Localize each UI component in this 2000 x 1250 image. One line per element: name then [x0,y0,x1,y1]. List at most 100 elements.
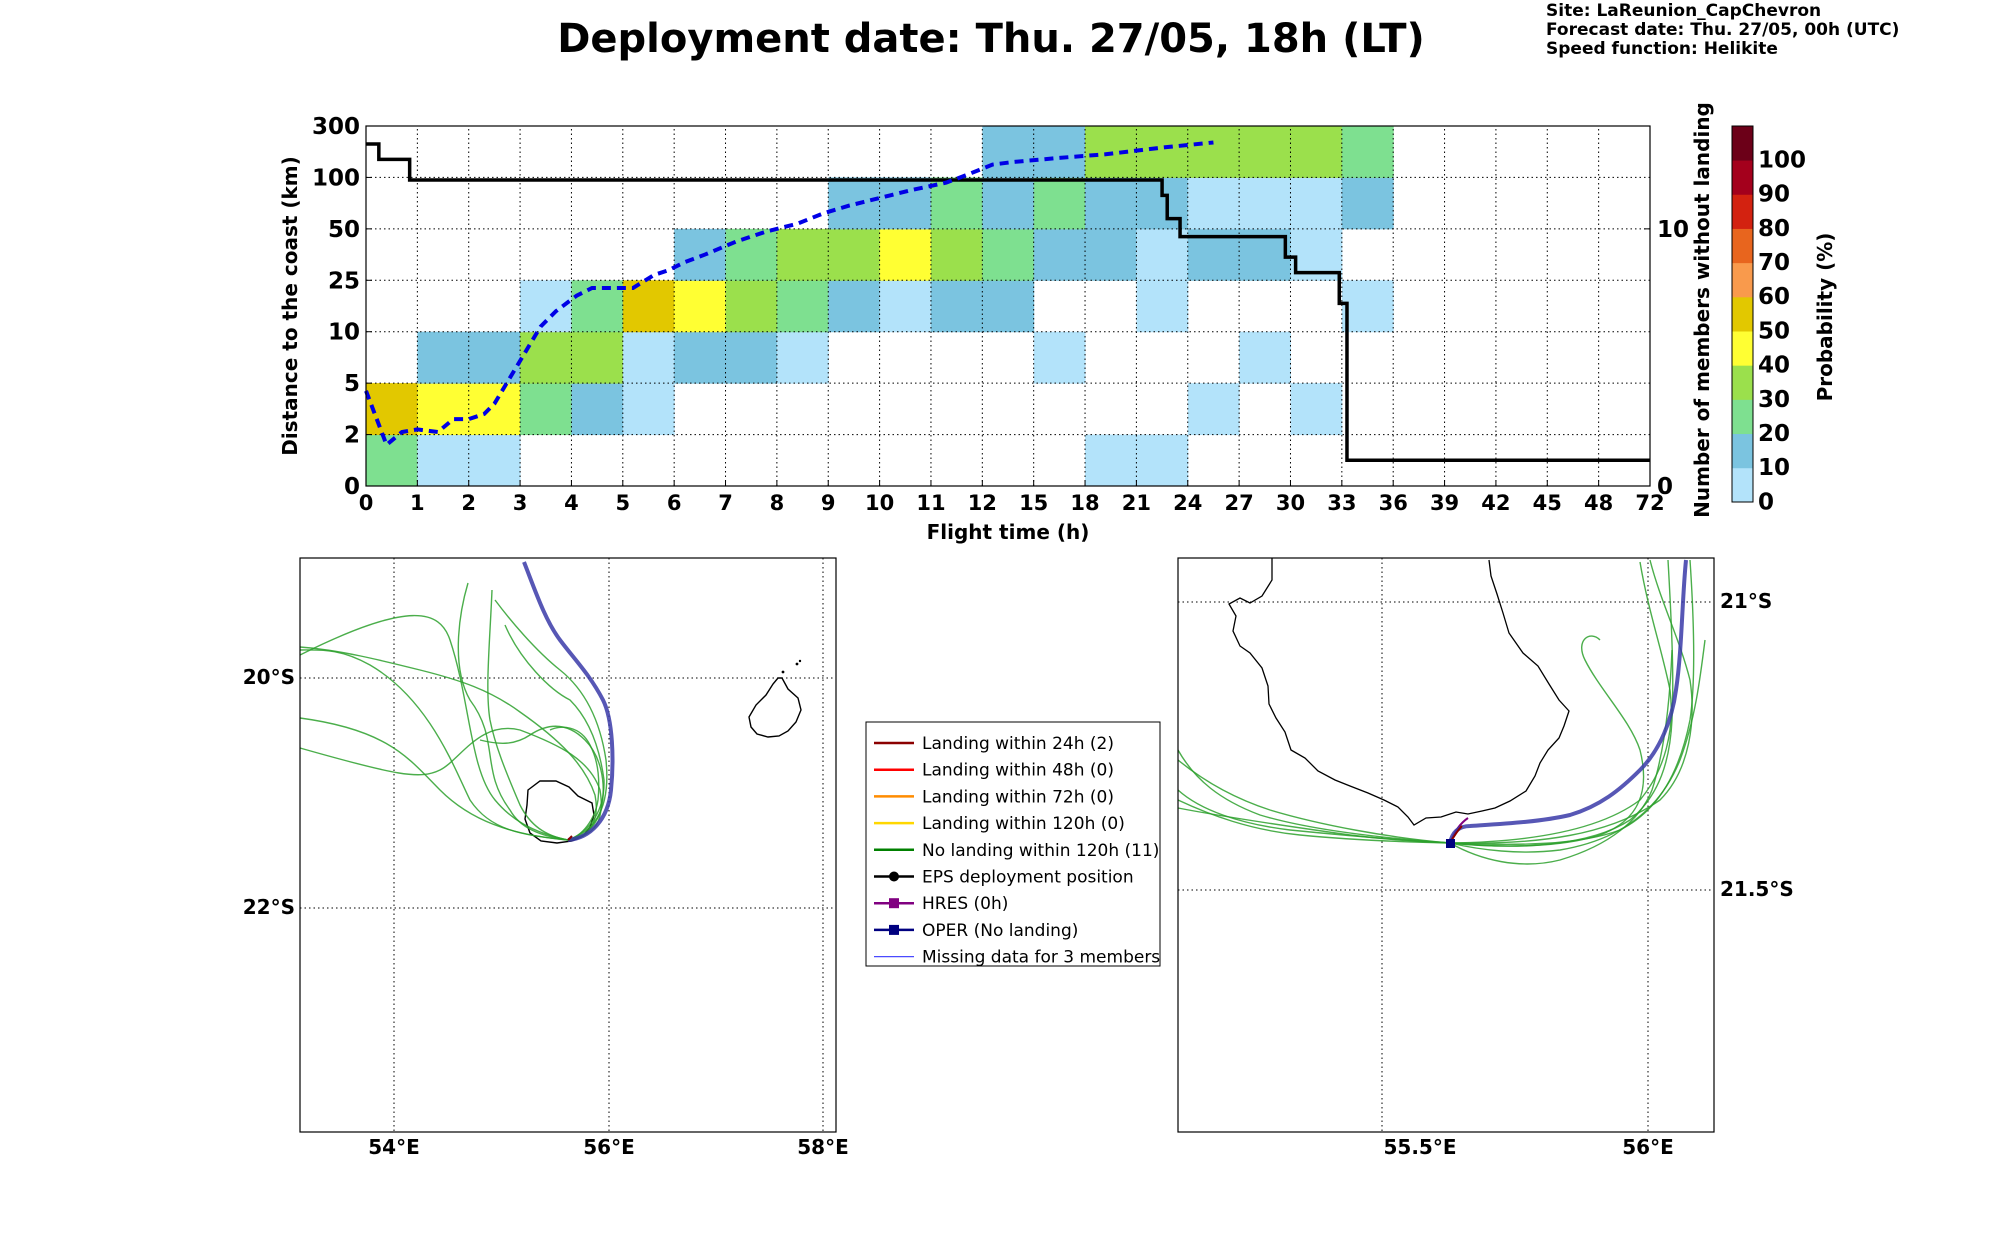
y-tick-label: 2 [344,423,360,449]
x-tick-label: 72 [1635,491,1664,515]
colorbar-swatch [1732,331,1753,366]
colorbar-swatch [1732,399,1753,435]
heatmap-cell [776,331,829,384]
heatmap-cell [1033,331,1086,384]
oper-deployment-marker [1446,839,1455,848]
site-name: Site: LaReunion_CapChevron [1546,1,1822,21]
x-tick-label: 9 [821,491,836,515]
legend-label: Landing within 48h (0) [922,761,1114,781]
x-tick-label: 30 [1276,491,1305,515]
heatmap-cell [468,383,521,436]
y-axis-label: Distance to the coast (km) [278,156,302,456]
map-zoom-grid [1178,558,1714,1132]
heatmap-cell [1341,280,1394,333]
map-zoom-frame [1177,557,1715,1133]
y-tick-label: 50 [328,217,360,243]
heatmap-cell [725,331,778,384]
legend-label: Landing within 120h (0) [922,814,1125,834]
site-info: Site: LaReunion_CapChevron Forecast date… [1546,2,1899,59]
x-tick-label: 8 [770,491,785,515]
heatmap-cell [1085,177,1137,230]
legend-label: EPS deployment position [922,868,1134,888]
y-tick-label: 100 [312,165,360,191]
member-trajectory [299,727,602,841]
x-tick-label: 10 [865,491,894,515]
heatmap-cell [1033,228,1086,281]
colorbar-swatch [1732,262,1753,298]
x-tick-label: 11 [916,491,945,515]
y-tick-label: 300 [312,114,360,140]
heatmap-cell [1136,434,1189,487]
colorbar-swatch [1732,467,1753,503]
y2-tick-label: 0 [1657,474,1673,500]
x-tick-label: 39 [1430,491,1459,515]
heatmap-cell [879,280,932,333]
heatmap-cell [366,434,418,487]
heatmap-cell [1085,228,1137,281]
x-tick-label: 45 [1533,491,1562,515]
colorbar-swatch [1732,160,1753,195]
x-tick-label: 0 [359,491,374,515]
speed-function: Speed function: Helikite [1546,39,1778,59]
heatmap-lines [364,140,1650,463]
map-wide-grid [300,558,836,1132]
heatmap-cell [622,280,675,333]
colorbar-tick-label: 10 [1758,455,1790,481]
colorbar-tick-label: 0 [1758,489,1774,515]
legend-marker [889,924,899,935]
heatmap-cell [725,228,778,281]
map-zoom-tick-21s: 21°S [1720,589,1772,613]
colorbar-tick-label: 70 [1758,250,1790,276]
heatmap-cell [879,228,932,281]
map-wide-tick-20s: 20°S [243,665,295,689]
heatmap-frame [365,125,1651,487]
heatmap-cells [366,126,1394,487]
heatmap-grid [366,126,1650,486]
colorbar: 0 10 20 30 40 50 60 70 80 90 100 [1731,125,1806,515]
map-wide-tick-22s: 22°S [243,895,295,919]
heatmap-cell [930,177,983,230]
colorbar-tick-label: 90 [1758,182,1790,208]
landing-trajectory [567,835,573,841]
heatmap-cell [1187,383,1240,436]
heatmap-cell [828,228,881,281]
colorbar-swatch [1732,228,1753,264]
heatmap-cell [1187,177,1240,230]
colorbar-label: Probability (%) [1813,233,1837,402]
colorbar-frame [1731,125,1754,503]
x-tick-label: 6 [667,491,682,515]
legend-marker [889,871,899,882]
heatmap-cell [1239,126,1291,178]
map-zoom: 55.5°E 56°E 21°S 21.5°S [1177,557,1794,1159]
heatmap-cell [776,228,829,281]
y-tick-label: 10 [328,320,360,346]
member-trajectory [487,589,569,841]
heatmap-cell [1085,434,1137,487]
heatmap-cell [417,434,470,487]
x-tick-label: 21 [1122,491,1151,515]
map-zoom-tick-56e: 56°E [1622,1135,1674,1159]
heatmap-cell [1341,126,1394,178]
members-without-landing-line [366,142,1650,463]
y2-tick-label: 10 [1657,217,1689,243]
member-trajectory [1449,639,1706,853]
heatmap-x-ticks: 0 1 2 3 4 5 6 7 8 9 10 11 12 15 18 21 24 27 30 33 36 39 42 45 48… [359,480,1665,515]
x-tick-label: 12 [968,491,997,515]
x-tick-label: 27 [1225,491,1254,515]
x-tick-label: 7 [718,491,733,515]
heatmap-cell [982,280,1035,333]
member-trajectory [549,726,600,841]
member-trajectory [1177,759,1451,844]
oper-trajectory [1448,559,1688,844]
heatmap-cell [571,280,624,333]
colorbar-tick-label: 60 [1758,284,1790,310]
y2-axis-label: Number of members without landing [1690,102,1714,518]
heatmap-cell [1290,126,1343,178]
member-trajectory [457,582,569,841]
heatmap-cell [1341,177,1394,230]
heatmap-cell [982,228,1035,281]
x-tick-label: 48 [1584,491,1613,515]
heatmap-cell [982,126,1035,178]
heatmap-cell [1290,177,1343,230]
